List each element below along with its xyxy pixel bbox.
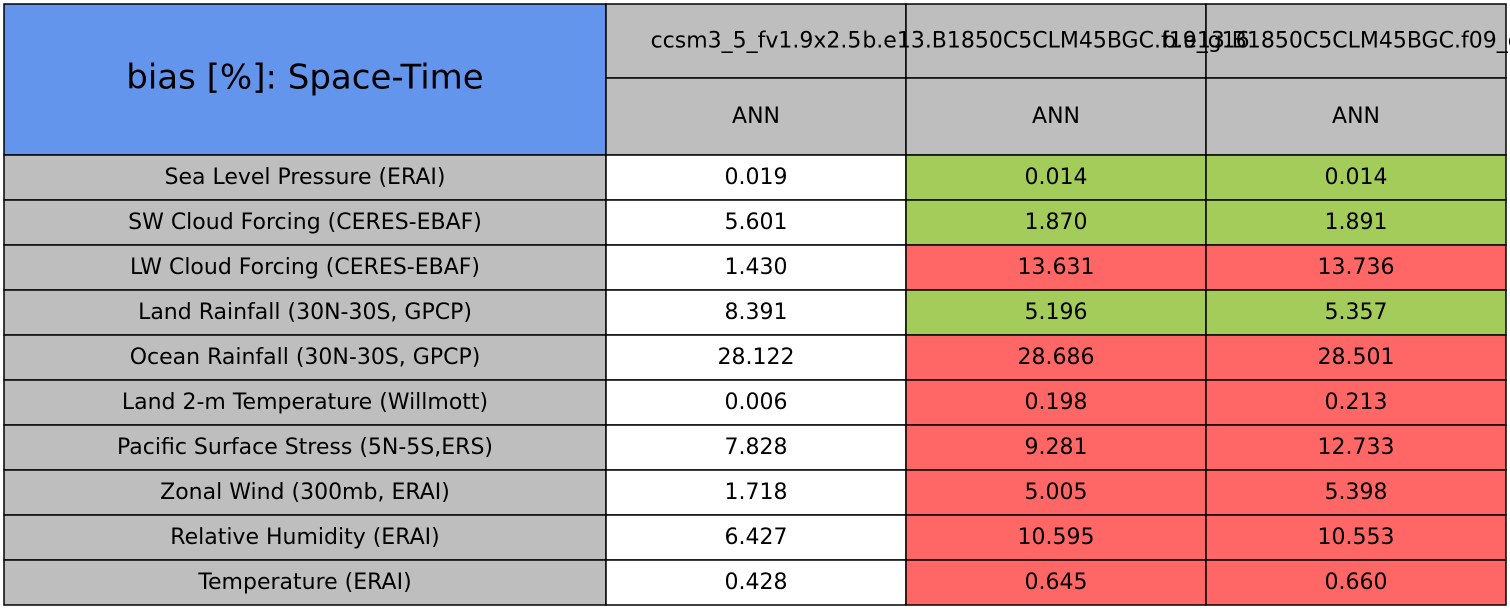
- row-label: Pacific Surface Stress (5N-5S,ERS): [117, 435, 493, 460]
- row-label-cell: [3, 379, 607, 426]
- cell-value: 9.281: [1025, 435, 1088, 460]
- column-header: b.e13.B1850C5CLM45BGC.f09_g16: [1162, 29, 1510, 54]
- header-cell: [605, 3, 907, 79]
- cell-value: 13.736: [1318, 255, 1395, 280]
- cell-value: 28.122: [718, 345, 795, 370]
- row-label: Sea Level Pressure (ERAI): [165, 165, 446, 190]
- value-cell: [605, 334, 907, 381]
- cell-value: 1.870: [1025, 210, 1088, 235]
- season-header: ANN: [1032, 104, 1080, 129]
- value-cell: [905, 244, 1207, 291]
- row-label: Temperature (ERAI): [197, 570, 411, 595]
- header-cell: [905, 3, 1207, 79]
- row-label: LW Cloud Forcing (CERES-EBAF): [130, 255, 480, 280]
- value-cell: [905, 559, 1207, 606]
- cell-value: 5.005: [1025, 480, 1088, 505]
- value-cell: [1205, 154, 1507, 201]
- row-label-cell: [3, 154, 607, 201]
- row-label: SW Cloud Forcing (CERES-EBAF): [128, 210, 482, 235]
- row-label-cell: [3, 469, 607, 516]
- value-cell: [605, 379, 907, 426]
- value-cell: [605, 244, 907, 291]
- value-cell: [1205, 514, 1507, 561]
- value-cell: [905, 199, 1207, 246]
- value-cell: [605, 559, 907, 606]
- cell-value: 13.631: [1018, 255, 1095, 280]
- row-label: Ocean Rainfall (30N-30S, GPCP): [130, 345, 481, 370]
- value-cell: [905, 289, 1207, 336]
- season-header: ANN: [732, 104, 780, 129]
- value-cell: [905, 514, 1207, 561]
- cell-value: 0.006: [725, 390, 788, 415]
- cell-value: 0.014: [1025, 165, 1088, 190]
- season-cell: [905, 77, 1207, 156]
- row-label-cell: [3, 244, 607, 291]
- cell-value: 0.645: [1025, 570, 1088, 595]
- value-cell: [1205, 469, 1507, 516]
- column-header: ccsm3_5_fv1.9x2.5: [651, 29, 862, 54]
- cell-value: 1.430: [725, 255, 788, 280]
- cell-value: 8.391: [725, 300, 788, 325]
- cell-value: 0.019: [725, 165, 788, 190]
- cell-value: 6.427: [725, 525, 788, 550]
- row-label-cell: [3, 199, 607, 246]
- cell-value: 28.686: [1018, 345, 1095, 370]
- cell-value: 10.553: [1318, 525, 1395, 550]
- cell-value: 0.213: [1325, 390, 1388, 415]
- cell-value: 5.357: [1325, 300, 1388, 325]
- cell-value: 28.501: [1318, 345, 1395, 370]
- cell-value: 5.196: [1025, 300, 1088, 325]
- cell-value: 0.660: [1325, 570, 1388, 595]
- value-cell: [1205, 334, 1507, 381]
- cell-value: 0.014: [1325, 165, 1388, 190]
- cell-value: 1.718: [725, 480, 788, 505]
- value-cell: [905, 154, 1207, 201]
- cell-value: 5.398: [1325, 480, 1388, 505]
- row-label: Relative Humidity (ERAI): [170, 525, 439, 550]
- cell-value: 5.601: [725, 210, 788, 235]
- row-label-cell: [3, 289, 607, 336]
- row-label: Land 2-m Temperature (Willmott): [122, 390, 488, 415]
- title-cell: [3, 3, 607, 156]
- season-cell: [605, 77, 907, 156]
- value-cell: [1205, 289, 1507, 336]
- row-label-cell: [3, 514, 607, 561]
- row-label: Zonal Wind (300mb, ERAI): [160, 480, 450, 505]
- cell-value: 0.428: [725, 570, 788, 595]
- cell-value: 10.595: [1018, 525, 1095, 550]
- cell-value: 7.828: [725, 435, 788, 460]
- cell-value: 0.198: [1025, 390, 1088, 415]
- row-label: Land Rainfall (30N-30S, GPCP): [138, 300, 472, 325]
- value-cell: [1205, 559, 1507, 606]
- value-cell: [1205, 379, 1507, 426]
- season-header: ANN: [1332, 104, 1380, 129]
- column-header: b.e13.B1850C5CLM45BGC.f19_g16: [862, 29, 1249, 54]
- value-cell: [605, 289, 907, 336]
- cell-value: 12.733: [1318, 435, 1395, 460]
- value-cell: [1205, 244, 1507, 291]
- table-title: bias [%]: Space-Time: [126, 58, 483, 98]
- header-cell: [1205, 3, 1507, 79]
- value-cell: [605, 469, 907, 516]
- cell-value: 1.891: [1325, 210, 1388, 235]
